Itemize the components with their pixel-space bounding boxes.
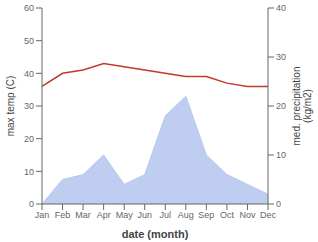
svg-text:20: 20 bbox=[24, 134, 34, 144]
svg-text:Jan: Jan bbox=[35, 210, 50, 220]
svg-text:60: 60 bbox=[24, 3, 34, 13]
svg-text:50: 50 bbox=[24, 36, 34, 46]
svg-text:20: 20 bbox=[276, 101, 286, 111]
svg-text:Apr: Apr bbox=[97, 210, 111, 220]
svg-text:40: 40 bbox=[24, 69, 34, 79]
svg-text:Mar: Mar bbox=[75, 210, 91, 220]
svg-text:30: 30 bbox=[276, 52, 286, 62]
svg-text:40: 40 bbox=[276, 3, 286, 13]
svg-text:Jul: Jul bbox=[160, 210, 172, 220]
svg-text:10: 10 bbox=[24, 167, 34, 177]
svg-text:May: May bbox=[116, 210, 134, 220]
svg-text:max temp (C): max temp (C) bbox=[8, 76, 16, 137]
svg-text:10: 10 bbox=[276, 150, 286, 160]
svg-text:0: 0 bbox=[29, 199, 34, 209]
svg-text:Nov: Nov bbox=[239, 210, 256, 220]
svg-text:0: 0 bbox=[276, 199, 281, 209]
svg-text:Aug: Aug bbox=[178, 210, 194, 220]
svg-text:Sep: Sep bbox=[198, 210, 214, 220]
svg-text:Dec: Dec bbox=[260, 210, 277, 220]
svg-text:Jun: Jun bbox=[137, 210, 152, 220]
svg-text:Oct: Oct bbox=[220, 210, 235, 220]
svg-text:med. precipitation(kg/m2): med. precipitation(kg/m2) bbox=[290, 67, 310, 146]
svg-text:30: 30 bbox=[24, 101, 34, 111]
svg-text:Feb: Feb bbox=[55, 210, 71, 220]
svg-text:date (month): date (month) bbox=[122, 228, 189, 240]
